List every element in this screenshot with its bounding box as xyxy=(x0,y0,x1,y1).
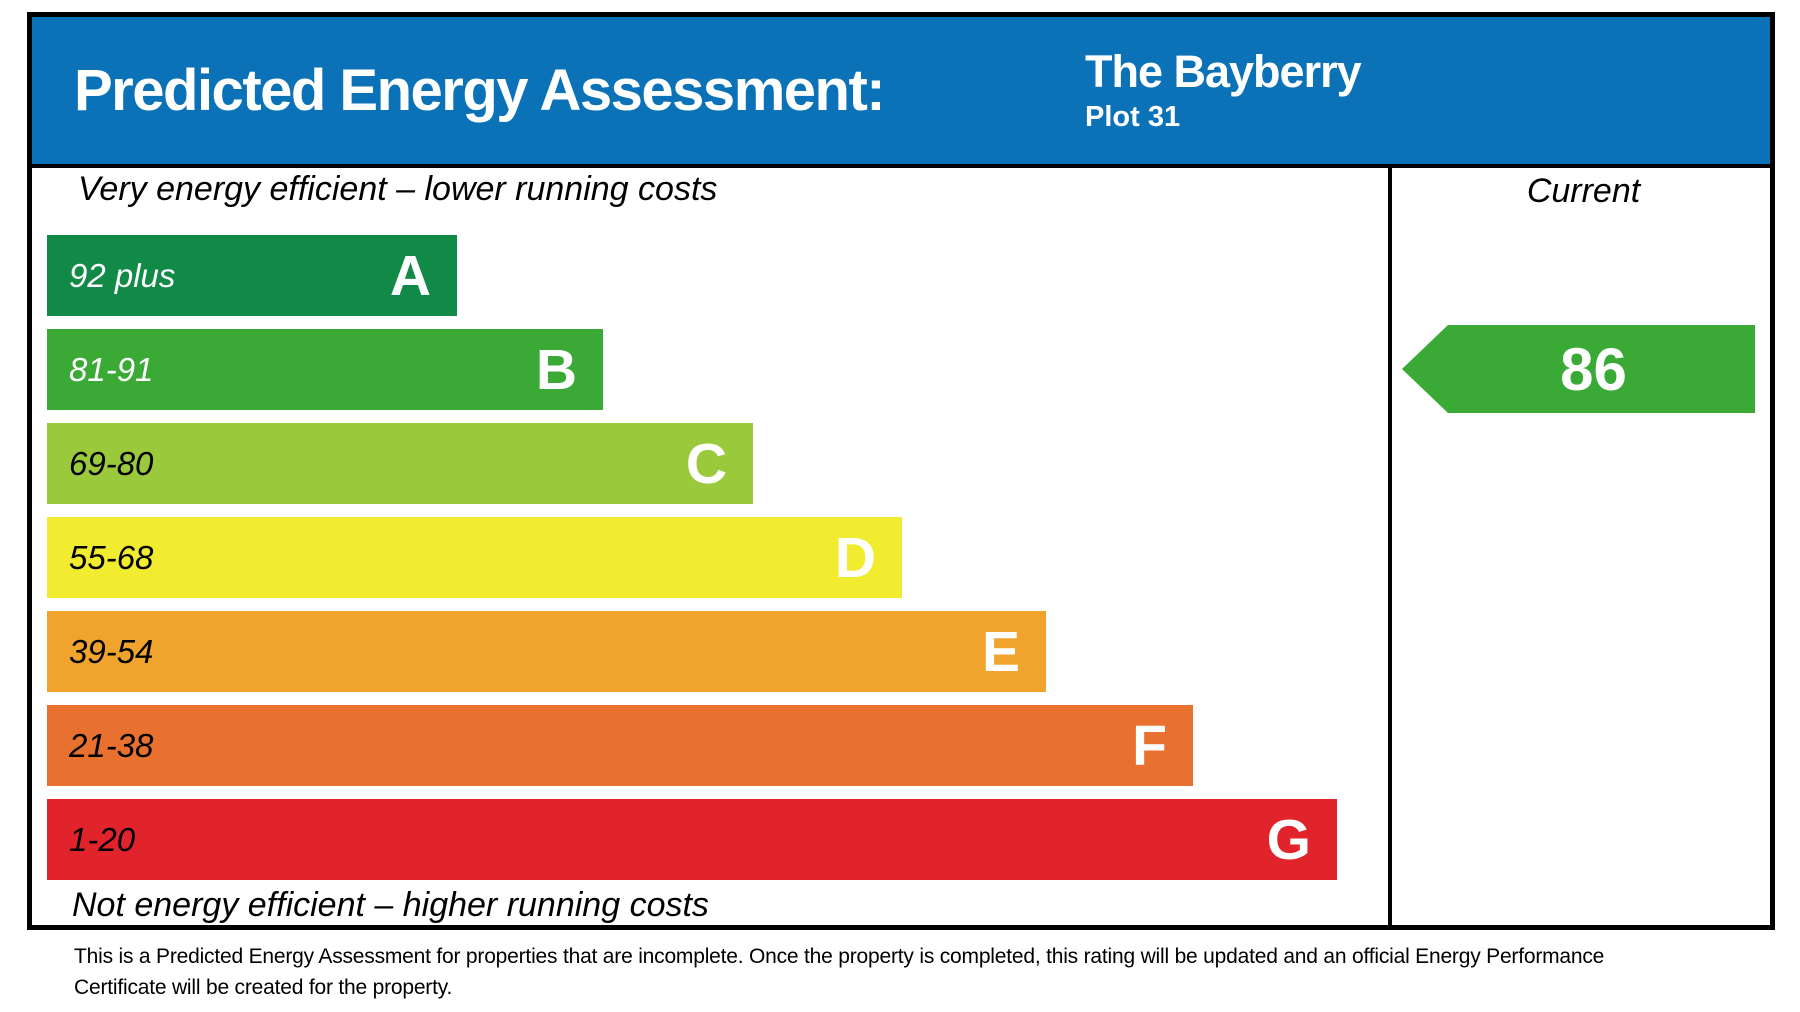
band-g: 1-20 G xyxy=(47,799,1337,880)
band-c-range: 69-80 xyxy=(69,444,154,482)
band-g-letter: G xyxy=(1266,807,1311,872)
band-a: 92 plus A xyxy=(47,235,457,316)
current-column-header: Current xyxy=(1526,172,1641,210)
plot-number: Plot 31 xyxy=(1085,101,1181,133)
current-column-divider xyxy=(1388,168,1392,925)
footer-line-2: Certificate will be created for the prop… xyxy=(74,976,453,999)
caption-not-efficient: Not energy efficient – higher running co… xyxy=(72,886,709,924)
band-f-letter: F xyxy=(1132,713,1167,778)
band-e: 39-54 E xyxy=(47,611,1046,692)
band-g-range: 1-20 xyxy=(69,820,136,858)
page-title: Predicted Energy Assessment: xyxy=(74,58,886,123)
band-d-letter: D xyxy=(834,525,876,590)
caption-very-efficient: Very energy efficient – lower running co… xyxy=(78,170,718,208)
band-f-range: 21-38 xyxy=(69,726,154,764)
property-name: The Bayberry xyxy=(1085,46,1362,97)
band-e-range: 39-54 xyxy=(69,632,154,670)
band-e-letter: E xyxy=(981,619,1020,684)
band-f: 21-38 F xyxy=(47,705,1193,786)
band-d: 55-68 D xyxy=(47,517,902,598)
header: Predicted Energy Assessment: The Bayberr… xyxy=(32,17,1770,168)
property-info: The Bayberry Plot 31 xyxy=(1085,46,1362,134)
band-b-range: 81-91 xyxy=(69,350,154,388)
band-c-letter: C xyxy=(685,431,727,496)
band-c: 69-80 C xyxy=(47,423,753,504)
current-rating-arrow: 86 xyxy=(1402,325,1755,413)
current-rating-value: 86 xyxy=(1560,335,1627,403)
band-b-letter: B xyxy=(535,337,577,402)
band-d-range: 55-68 xyxy=(69,538,154,576)
band-b: 81-91 B xyxy=(47,329,603,410)
band-a-letter: A xyxy=(389,243,431,308)
footer-disclaimer: This is a Predicted Energy Assessment fo… xyxy=(74,941,1604,1003)
band-a-range: 92 plus xyxy=(69,256,176,294)
footer-line-1: This is a Predicted Energy Assessment fo… xyxy=(74,945,1605,968)
